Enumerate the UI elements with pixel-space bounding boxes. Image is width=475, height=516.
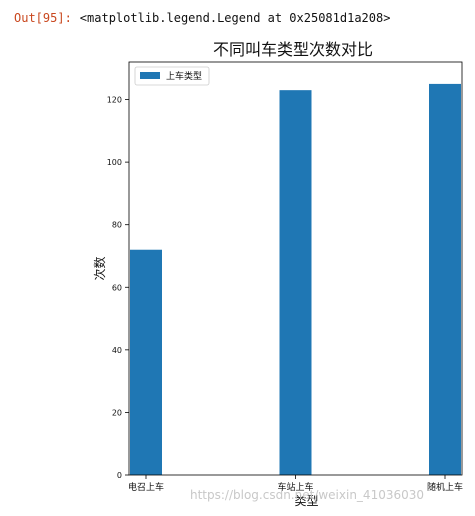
y-tick-label: 60 <box>112 283 122 292</box>
y-tick-label: 40 <box>112 346 122 355</box>
y-tick-label: 80 <box>112 221 122 230</box>
y-tick-label: 0 <box>117 471 122 480</box>
legend-box <box>134 66 210 86</box>
watermark: https://blog.csdn.net/weixin_41036030 <box>190 488 425 502</box>
x-tick-label: 车站上车 <box>277 481 313 493</box>
output-prompt: Out[95]: <box>14 11 72 25</box>
x-tick-label: 电召上车 <box>128 481 164 493</box>
bar-1 <box>130 249 162 475</box>
chart-figure: 不同叫车类型次数对比 0 20 40 60 80 100 120 电召上车 车站上车 随机上车类型… <box>80 32 470 516</box>
legend-swatch <box>140 72 160 79</box>
bar-2 <box>279 90 312 475</box>
output-text: <matplotlib.legend.Legend at 0x25081d1a2… <box>79 11 391 25</box>
y-tick-label: 100 <box>107 158 122 167</box>
bar-chart: 不同叫车类型次数对比 0 20 40 60 80 100 120 电召上车 车站上车 随机上车类型… <box>92 40 463 508</box>
x-tick-label: 随机上车 <box>427 481 463 493</box>
y-axis-label: 次数 <box>92 256 107 280</box>
legend-label: 上车类型 <box>166 70 202 82</box>
y-tick-label: 20 <box>112 408 122 417</box>
x-axis-label: 类型 <box>294 494 318 508</box>
chart-title: 不同叫车类型次数对比 <box>213 40 373 59</box>
y-tick-label: 120 <box>107 96 122 105</box>
output-line: Out[95]: <matplotlib.legend.Legend at 0x… <box>14 8 390 28</box>
bar-3 <box>429 83 461 475</box>
